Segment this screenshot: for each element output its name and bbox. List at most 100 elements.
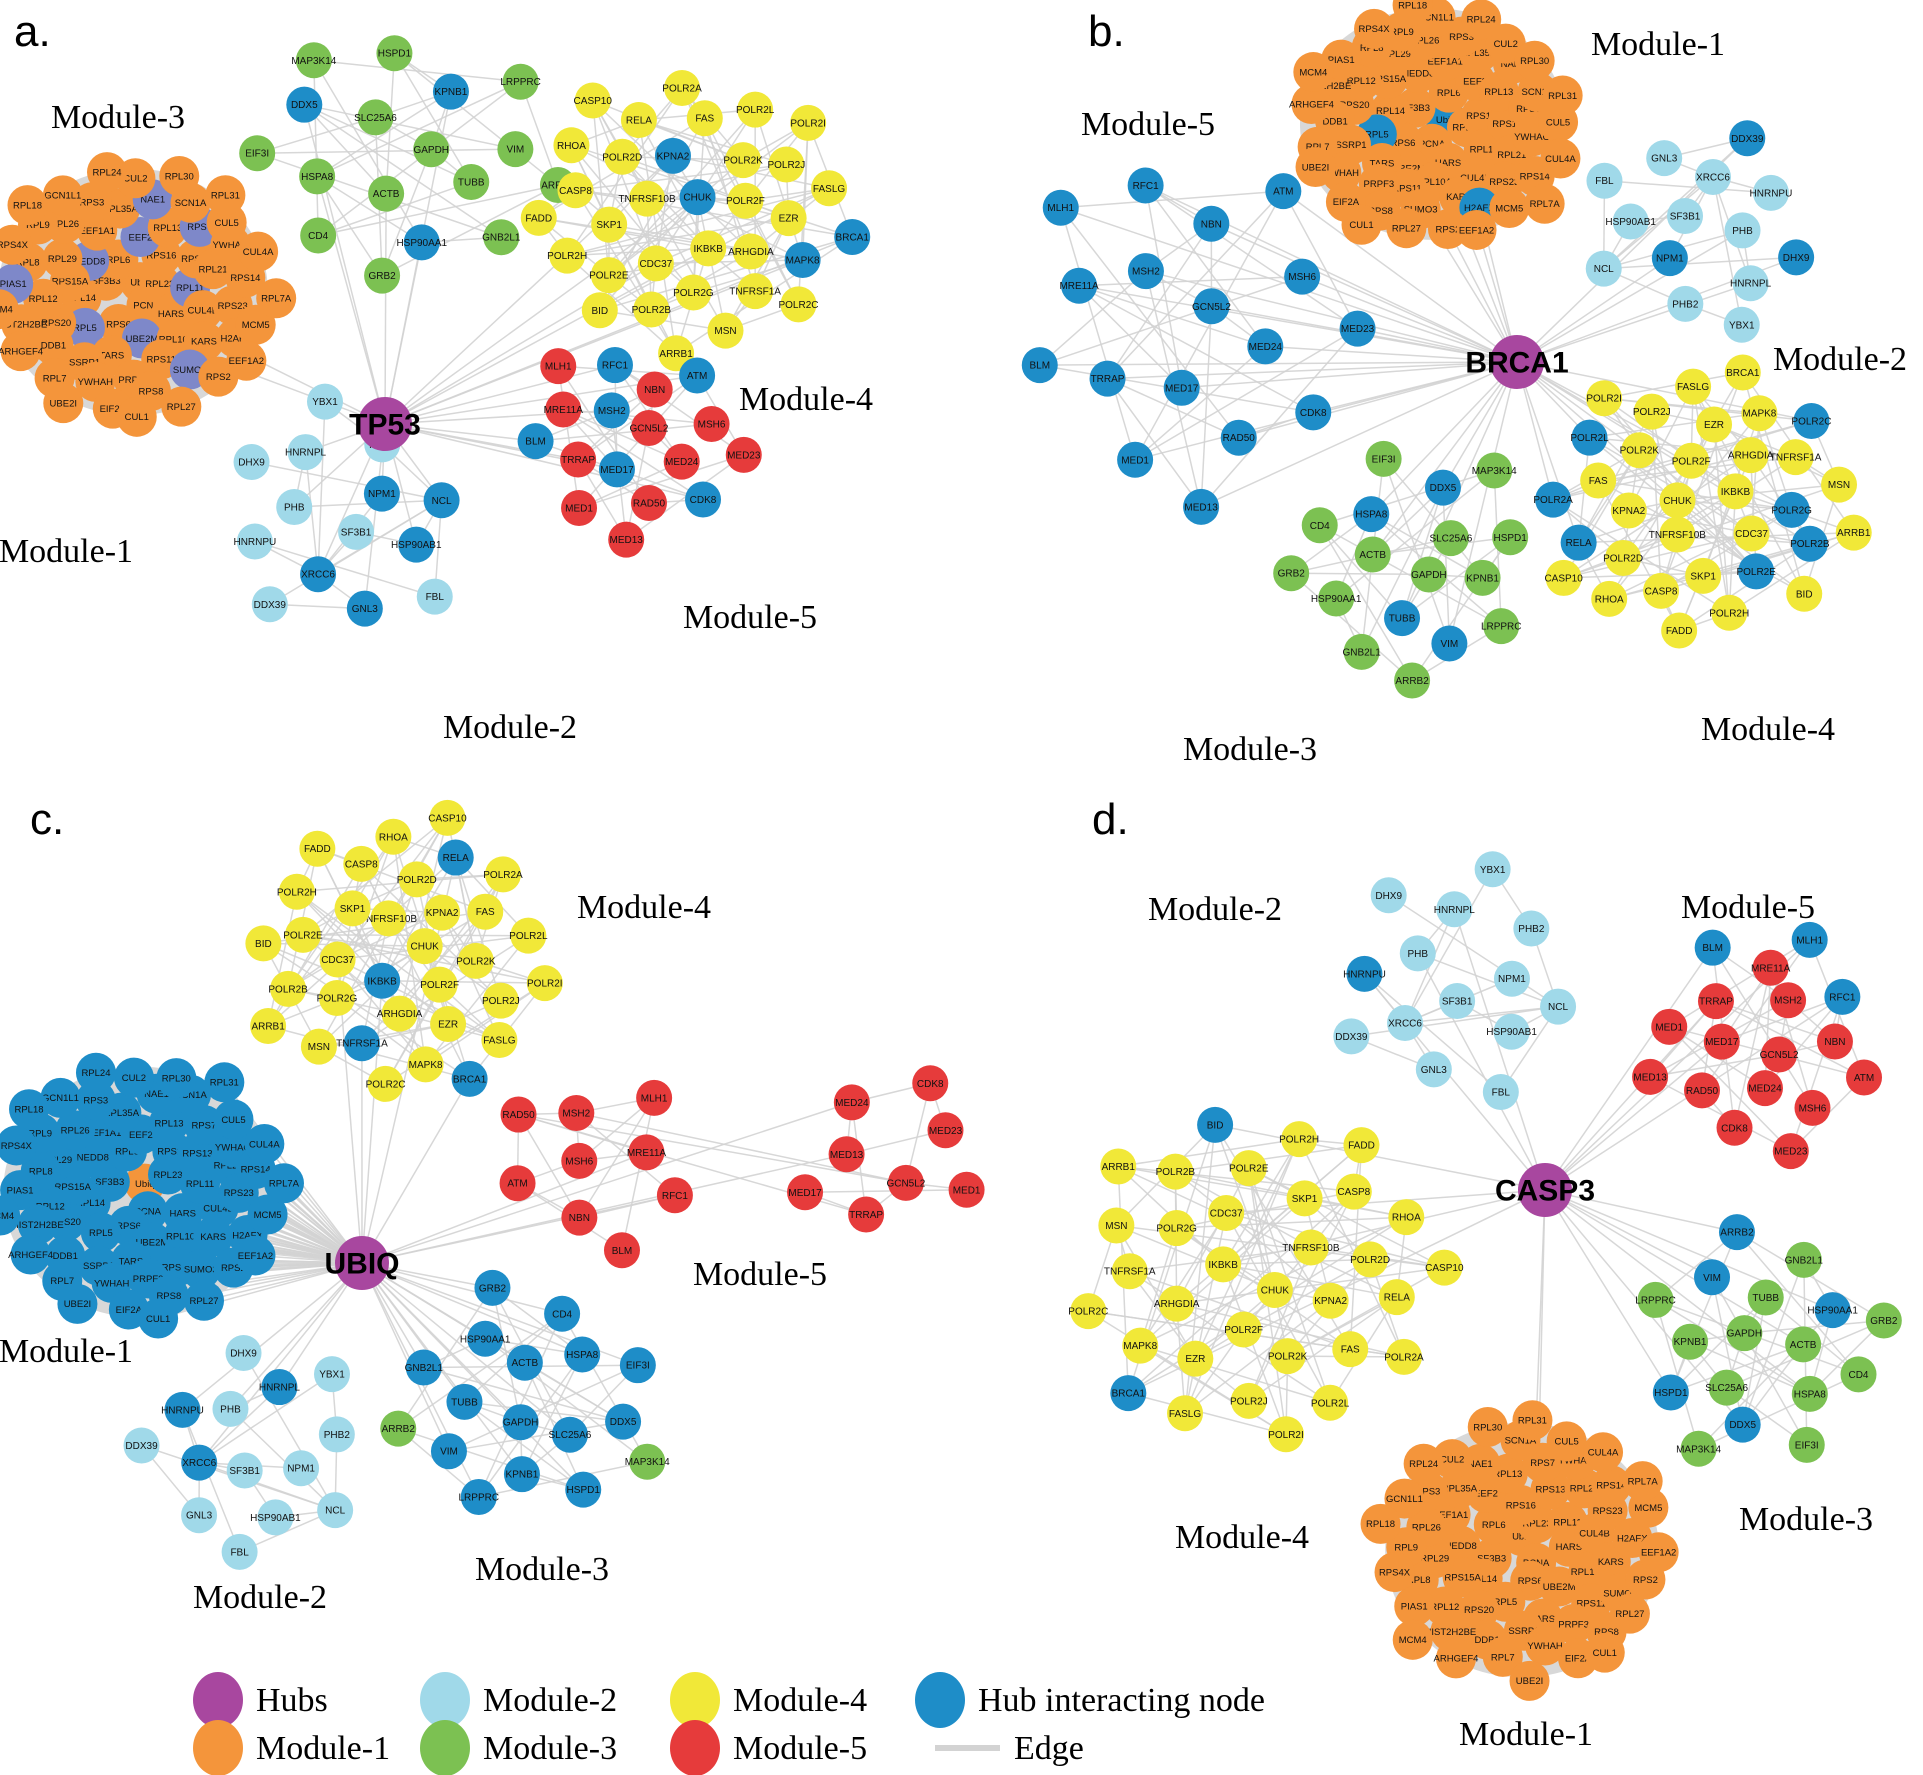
node-HSPA8: HSPA8 [564,1336,601,1373]
node-EIF3I: EIF3I [239,135,276,172]
module-label-b-module-4: Module-4 [1701,711,1835,748]
node-EEF1A2: EEF1A2 [1638,1532,1679,1573]
node-FBL: FBL [221,1533,258,1570]
legend-label: Module-4 [733,1682,867,1719]
node-SKP1: SKP1 [1286,1180,1323,1217]
node-NPM1: NPM1 [363,475,400,512]
node-MAPK8: MAPK8 [784,241,821,278]
node-CUL1: CUL1 [116,396,157,437]
node-CUL4A: CUL4A [244,1124,285,1165]
module-label-b-module-2: Module-2 [1773,341,1907,378]
node-MED13: MED13 [1183,488,1220,525]
node-MAPK8: MAPK8 [407,1046,444,1083]
node-DDX5: DDX5 [605,1403,642,1440]
node-DDX5: DDX5 [286,86,323,123]
node-RPL24: RPL24 [1403,1443,1444,1484]
node-FBL: FBL [1586,162,1623,199]
node-NPM1: NPM1 [1493,960,1530,997]
module-label-d-module-3: Module-3 [1739,1501,1873,1538]
node-YBX1: YBX1 [1474,851,1511,888]
node-MAPK8: MAPK8 [1122,1327,1159,1364]
node-CHUK: CHUK [679,179,716,216]
node-POLR2H: POLR2H [1709,594,1749,631]
node-EEF1A2: EEF1A2 [235,1235,276,1276]
node-POLR2L: POLR2L [1311,1384,1350,1421]
node-KPNB1: KPNB1 [1672,1323,1709,1360]
node-POLR2B: POLR2B [1156,1153,1195,1190]
node-HSPD1: HSPD1 [376,35,413,72]
node-MED1: MED1 [1117,441,1154,478]
node-MED23: MED23 [725,436,762,473]
node-ACTB: ACTB [1354,536,1391,573]
node-NCL: NCL [1585,250,1622,287]
node-GAPDH: GAPDH [413,131,450,168]
node-MED24: MED24 [663,443,700,480]
node-MED13: MED13 [828,1136,865,1173]
node-SKP1: SKP1 [334,890,371,927]
node-RPL24: RPL24 [75,1052,116,1093]
node-BID: BID [245,925,282,962]
node-CDK8: CDK8 [1295,394,1332,431]
node-GNB2L1: GNB2L1 [1342,633,1381,670]
node-KPNA2: KPNA2 [424,894,461,931]
node-GNL3: GNL3 [1415,1051,1452,1088]
node-DHX9: DHX9 [233,443,270,480]
node-YBX1: YBX1 [1723,306,1760,343]
node-RPL27: RPL27 [1609,1593,1650,1634]
node-ATM: ATM [1846,1059,1883,1096]
node-HSP90AA1: HSP90AA1 [396,224,447,261]
node-ATM: ATM [679,357,716,394]
node-MSH6: MSH6 [1284,258,1321,295]
node-BRCA1: BRCA1 [834,219,871,256]
node-RPL31: RPL31 [1512,1400,1553,1441]
node-RPL31: RPL31 [204,1062,245,1103]
node-CASP8: CASP8 [557,172,594,209]
node-ATM: ATM [499,1165,536,1202]
node-RPL30: RPL30 [1467,1406,1508,1447]
node-RAD50: RAD50 [1684,1072,1721,1109]
node-CD4: CD4 [1301,507,1338,544]
node-CUL4A: CUL4A [1583,1432,1624,1473]
node-IKBKB: IKBKB [1205,1246,1242,1283]
node-GCN5L2: GCN5L2 [886,1164,926,1201]
module-label-a-module-3: Module-3 [51,99,185,136]
node-ACTB: ACTB [506,1344,543,1381]
node-ARRB2: ARRB2 [380,1410,417,1447]
node-BID: BID [581,292,618,329]
node-CUL1: CUL1 [1584,1632,1625,1673]
node-KPNB1: KPNB1 [1464,559,1501,596]
node-HNRNPL: HNRNPL [285,434,327,471]
node-RPS4X: RPS4X [1354,8,1395,49]
node-CUL1: CUL1 [138,1298,179,1339]
node-NCL: NCL [423,482,460,519]
module-label-d-module-5: Module-5 [1681,889,1815,926]
node-RFC1: RFC1 [1824,978,1861,1015]
legend-label: Hub interacting node [978,1682,1265,1719]
node-CASP10: CASP10 [1425,1249,1464,1286]
node-ACTB: ACTB [368,175,405,212]
panel-letter-d: d. [1092,795,1129,844]
node-DDX39: DDX39 [1333,1018,1370,1055]
node-MED13: MED13 [1632,1058,1669,1095]
node-MCM4: MCM4 [1293,52,1334,93]
node-RELA: RELA [1560,524,1597,561]
node-FASLG: FASLG [481,1022,518,1059]
legend-item-module-3: Module-3 [420,1720,617,1775]
node-MRE11A: MRE11A [1059,267,1099,304]
node-GRB2: GRB2 [1273,555,1310,592]
node-CUL1: CUL1 [1341,204,1382,245]
node-MCM4: MCM4 [1392,1619,1433,1660]
node-PHB: PHB [276,488,313,525]
node-NBN: NBN [1816,1023,1853,1060]
node-NPM1: NPM1 [1651,240,1688,277]
node-HSP90AA1: HSP90AA1 [1311,580,1362,617]
module-label-a-module-4: Module-4 [739,381,873,418]
node-DHX9: DHX9 [1778,239,1815,276]
node-RELA: RELA [1378,1279,1415,1316]
node-MED13: MED13 [608,521,645,558]
node-GNB2L1: GNB2L1 [482,219,521,256]
legend-item-module-2: Module-2 [420,1672,617,1728]
node-FASLG: FASLG [811,170,848,207]
node-TUBB: TUBB [453,164,490,201]
node-POLR2J: POLR2J [1633,393,1671,430]
